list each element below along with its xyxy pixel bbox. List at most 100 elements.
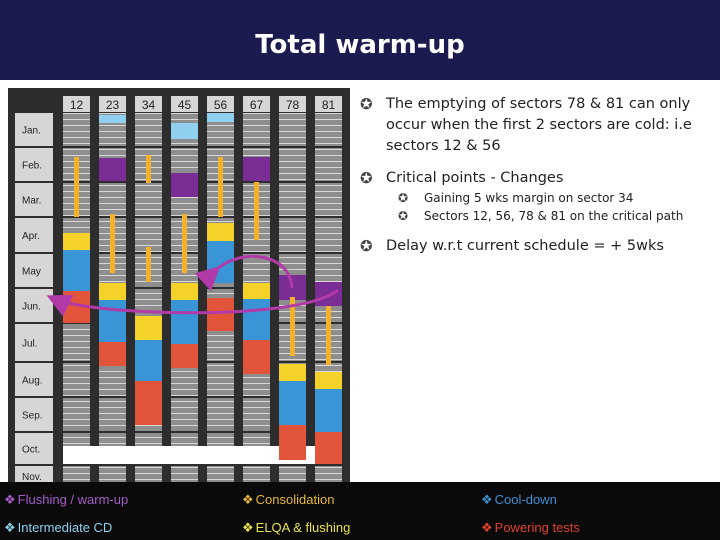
note-sub-text-1: Gaining 5 wks margin on sector 34 [424,191,634,205]
month-label-aug: Aug. [22,376,43,387]
phase-block-intermediate-cd [171,123,198,139]
month-cell [15,466,53,482]
month-separator [8,431,350,433]
month-label-mar: Mar. [22,196,41,207]
sector-header-cell [207,96,234,112]
legend-flushing: ❖ Flushing / warm-up [4,492,129,507]
month-separator [8,252,350,254]
phase-block-powering [207,298,234,331]
legend-marker-icon: ❖ [242,520,254,535]
sector-header-cell [63,96,90,112]
legend-marker-icon: ❖ [4,492,16,507]
month-cell [15,254,53,287]
phase-block-consolidation [315,372,342,389]
note-bullet-3: ✪ Delay w.r.t current schedule = + 5wks [356,236,716,257]
phase-block-flushing [243,157,270,181]
phase-block-consolidation [243,283,270,299]
sector-label-23: 23 [106,98,120,112]
elqa-flushing-bar [146,155,151,183]
phase-block-intermediate-cd [207,113,234,122]
elqa-flushing-bar [182,214,187,273]
note-text-1: The emptying of sectors 78 & 81 can only… [386,96,692,154]
legend-powering-tests: ❖ Powering tests [481,520,580,535]
bullet-star-icon: ✪ [360,169,373,187]
month-label-apr: Apr. [22,231,40,242]
note-sub-2: ✪ Sectors 12, 56, 78 & 81 on the critica… [386,207,716,225]
month-cell [15,433,53,464]
sub-bullet-star-icon: ✪ [398,209,409,223]
sector-header-cell [243,96,270,112]
notes-panel: ✪ The emptying of sectors 78 & 81 can on… [356,94,716,268]
month-label-may: May [22,267,41,278]
phase-block-flushing [171,173,198,197]
phase-block-cooldown [315,389,342,432]
phase-block-flushing [315,282,342,306]
month-label-feb: Feb. [22,161,42,172]
phase-block-cooldown [171,300,198,344]
elqa-flushing-bar [254,182,259,240]
slide-header: Total warm-up [0,0,720,80]
phase-block-consolidation [171,283,198,300]
note-bullet-2: ✪ Critical points - Changes ✪ Gaining 5 … [356,168,716,225]
legend-consolidation: ❖ Consolidation [242,492,335,507]
phase-block-cooldown [99,300,126,342]
phase-block-cooldown [243,299,270,340]
sub-bullet-star-icon: ✪ [398,191,409,205]
legend-marker-icon: ❖ [4,520,16,535]
sector-header-cell [315,96,342,112]
bullet-star-icon: ✪ [360,237,373,255]
sector-label-81: 81 [322,98,336,112]
legend-bar: ❖ Flushing / warm-up ❖ Consolidation ❖ Cool… [0,482,720,540]
month-label-jun: Jun. [22,302,41,313]
phase-block-powering [171,344,198,368]
phase-block-flushing [99,158,126,181]
note-text-2: Critical points - Changes [386,170,564,186]
elqa-flushing-bar [146,247,151,282]
legend-cooldown: ❖ Cool-down [481,492,557,507]
phase-block-consolidation [63,233,90,250]
phase-block-powering [279,425,306,460]
sector-label-56: 56 [214,98,228,112]
phase-block-powering [315,432,342,464]
month-separator [8,216,350,218]
month-cell [15,148,53,181]
sector-label-78: 78 [286,98,300,112]
phase-block-powering [99,342,126,366]
bullet-star-icon: ✪ [360,95,373,113]
phase-block-cooldown [279,381,306,425]
phase-block-consolidation [135,316,162,340]
month-label-oct: Oct. [22,445,40,456]
phase-block-cooldown [63,250,90,291]
sector-header-cell [279,96,306,112]
month-separator [8,396,350,398]
month-cell [15,218,53,252]
phase-block-consolidation [99,283,126,300]
legend-marker-icon: ❖ [481,520,493,535]
elqa-flushing-bar [326,306,331,365]
month-cell [15,324,53,361]
phase-block-consolidation [279,364,306,381]
phase-block-powering [243,340,270,374]
month-label-nov: Nov. [22,472,42,482]
elqa-flushing-bar [110,214,115,273]
elqa-flushing-bar [74,157,79,217]
sector-header-cell [135,96,162,112]
phase-block-consolidation [207,223,234,241]
sector-label-67: 67 [250,98,264,112]
sector-label-34: 34 [142,98,156,112]
month-separator [8,146,350,148]
dependency-arrow-upper [194,255,294,292]
elqa-flushing-bar [218,157,223,217]
month-label-sep: Sep. [22,411,43,422]
legend-marker-icon: ❖ [481,492,493,507]
elqa-flushing-bar [290,297,295,356]
schedule-chart: Jan. Feb. Mar. Apr. May Jun. Jul. Aug. Sep. Oct. N… [8,88,350,482]
shutdown-band [63,446,315,464]
legend-elqa-flushing: ❖ ELQA & flushing [242,520,351,535]
sector-label-45: 45 [178,98,192,112]
phase-block-cooldown [135,340,162,381]
month-separator [8,464,350,466]
note-bullet-1: ✪ The emptying of sectors 78 & 81 can on… [356,94,716,157]
dependency-arrow-lower [46,288,339,317]
month-cell [15,183,53,216]
